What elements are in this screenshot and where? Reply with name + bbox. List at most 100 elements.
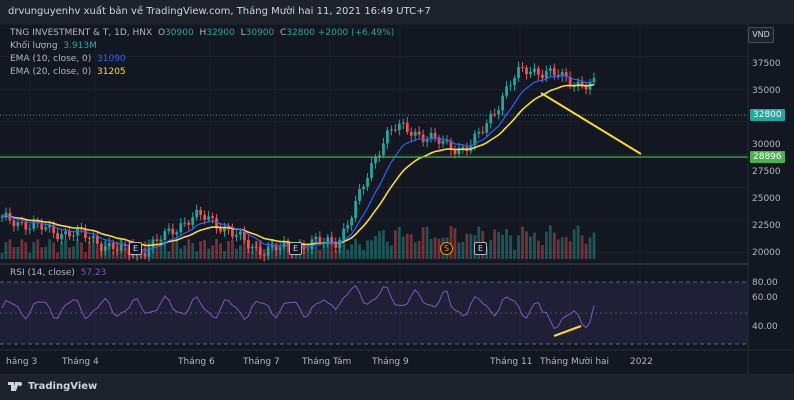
ema20-label[interactable]: EMA (20, close, 0): [10, 67, 92, 77]
legend-symbol-row: TNG INVESTMENT & T, 1D, HNX O30900 H3290…: [10, 28, 394, 38]
volume-bar: [123, 247, 127, 259]
volume-bar: [72, 246, 75, 259]
currency-badge[interactable]: VND: [748, 27, 774, 43]
candle-body: [163, 231, 167, 241]
candle-body: [413, 131, 417, 136]
footer-bar: TradingView: [0, 374, 794, 400]
candle-body: [457, 148, 461, 155]
volume-bar: [76, 239, 79, 259]
candle-body: [44, 227, 48, 230]
candle-body: [584, 86, 588, 90]
candle-body: [374, 157, 377, 164]
candle-body: [441, 140, 445, 144]
volume-bar: [437, 238, 441, 259]
candle-body: [548, 68, 552, 72]
candle-body: [338, 239, 342, 248]
volume-bar: [215, 239, 218, 259]
volume-bar: [16, 246, 20, 259]
volume-bar: [28, 252, 32, 259]
volume-bar: [405, 233, 409, 259]
candle-body: [48, 224, 52, 228]
volume-bar: [179, 248, 183, 259]
volume-bar: [238, 245, 242, 259]
ema10-label[interactable]: EMA (10, close, 0): [10, 54, 92, 64]
candle-body: [473, 133, 477, 145]
time-label: háng 3: [6, 357, 38, 367]
downtrend-line[interactable]: [540, 92, 642, 155]
split-marker[interactable]: S: [440, 242, 453, 255]
candle-body: [119, 244, 123, 251]
volume-bar: [88, 241, 91, 259]
earnings-marker[interactable]: E: [474, 242, 487, 255]
volume-bar: [421, 227, 425, 259]
volume-bar: [242, 239, 246, 259]
candle-body: [445, 140, 449, 142]
candle-body: [242, 231, 246, 240]
candle-body: [564, 72, 568, 77]
candle-body: [36, 221, 40, 223]
legend-ema20-row: EMA (20, close, 0) 31205: [10, 67, 126, 77]
rsi-divergence-line[interactable]: [553, 325, 582, 337]
candle-body: [278, 247, 282, 251]
candle-body: [437, 137, 441, 144]
tradingview-logo[interactable]: TradingView: [8, 381, 97, 392]
volume-bar: [497, 231, 501, 259]
earnings-marker[interactable]: E: [289, 242, 302, 255]
time-label: Tháng 7: [243, 357, 280, 367]
symbol-title[interactable]: TNG INVESTMENT & T, 1D, HNX: [10, 28, 153, 38]
candle-body: [203, 214, 207, 220]
price-tick: 20000: [752, 248, 781, 258]
volume-bar: [580, 235, 584, 259]
volume-bar: [350, 244, 354, 259]
candle-body: [358, 189, 361, 201]
volume-label[interactable]: Khối lượng: [10, 41, 58, 51]
volume-bar: [199, 241, 203, 259]
rsi-tick: 40.00: [752, 322, 778, 332]
volume-bar: [576, 225, 580, 259]
volume-bar: [501, 235, 505, 259]
volume-bar: [48, 239, 52, 259]
volume-bar: [95, 247, 99, 259]
candle-body: [250, 246, 254, 249]
volume-bar: [80, 242, 83, 259]
current-price-tag: 32800: [750, 109, 785, 121]
volume-bar: [346, 249, 350, 259]
candle-body: [449, 140, 453, 151]
volume-bar: [517, 235, 520, 259]
volume-bar: [187, 239, 191, 259]
volume-bar: [326, 239, 330, 259]
volume-bar: [20, 239, 24, 259]
price-tick: 30000: [752, 140, 781, 150]
candle-body: [382, 143, 385, 156]
volume-bar: [219, 243, 222, 259]
time-label: Tháng 9: [372, 357, 409, 367]
volume-bar: [167, 251, 171, 259]
volume-bar: [525, 231, 528, 259]
candle-body: [592, 78, 596, 83]
volume-bar: [584, 243, 588, 259]
chart-canvas[interactable]: [0, 24, 794, 374]
candle-body: [207, 216, 210, 220]
volume-value: 3.913M: [63, 41, 97, 51]
volume-bar: [314, 240, 318, 259]
volume-bar: [159, 239, 163, 259]
candle-body: [270, 245, 274, 248]
candle-body: [24, 222, 28, 230]
volume-bar: [386, 241, 389, 259]
candle-body: [401, 122, 405, 124]
volume-bar: [465, 233, 469, 259]
candle-body: [28, 228, 32, 230]
ema20-value: 31205: [97, 67, 126, 77]
volume-bar: [433, 237, 437, 259]
candle-body: [20, 222, 24, 224]
volume-bar: [461, 242, 465, 259]
time-label: Tháng Mười hai: [540, 357, 610, 367]
volume-bar: [250, 250, 254, 259]
rsi-label[interactable]: RSI (14, close): [10, 268, 75, 278]
candle-body: [393, 129, 397, 131]
volume-bar: [227, 240, 230, 259]
candle-body: [378, 155, 381, 158]
earnings-marker[interactable]: E: [129, 242, 142, 255]
candle-body: [509, 85, 512, 87]
volume-bar: [457, 242, 461, 259]
